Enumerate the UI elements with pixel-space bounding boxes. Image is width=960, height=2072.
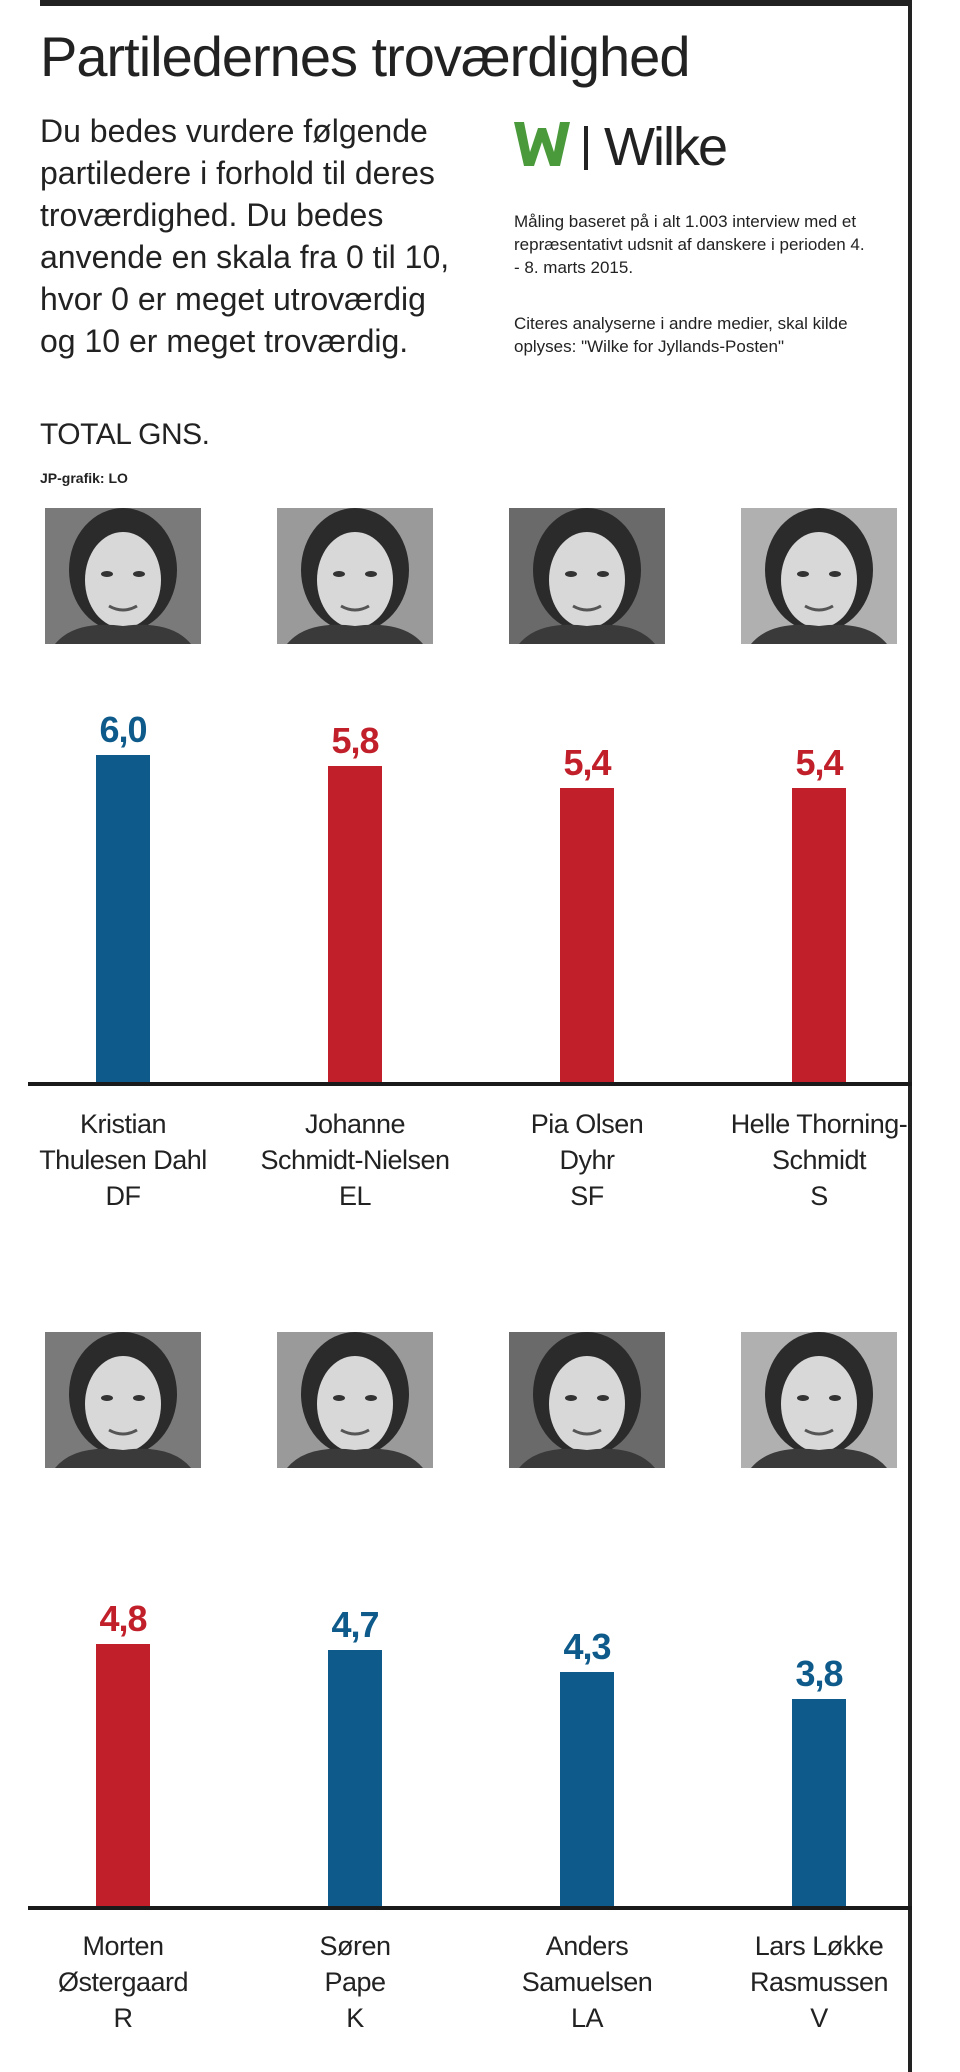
chart-baseline: [28, 1082, 912, 1086]
portrait-photo: [509, 1332, 665, 1468]
right-rule: [908, 0, 912, 2072]
total-label: TOTAL GNS.: [40, 418, 210, 451]
leader-name-line: Samuelsen: [521, 1967, 653, 1997]
leader-name-label: Anders Samuelsen LA: [471, 1928, 703, 2036]
bar: [560, 1671, 614, 1906]
leader-name-line: Schmidt: [771, 1145, 867, 1175]
graphic-credit: JP-grafik: LO: [40, 470, 128, 486]
portrait-photo: [741, 508, 897, 644]
portrait-photo: [45, 508, 201, 644]
party-letter: SF: [570, 1181, 604, 1211]
leader-name-line: Rasmussen: [749, 1967, 889, 1997]
bar-value-label: 4,3: [563, 1625, 611, 1667]
leader-name-line: Søren: [319, 1931, 391, 1961]
leader-name-label: Kristian Thulesen Dahl DF: [7, 1106, 239, 1214]
bar: [560, 787, 614, 1082]
portrait-photo: [277, 508, 433, 644]
chart-baseline: [28, 1906, 912, 1910]
leader-name-line: Kristian: [79, 1109, 167, 1139]
party-letter: EL: [338, 1181, 372, 1211]
leader-name-label: Morten Østergaard R: [7, 1928, 239, 2036]
leader-name-label: Pia Olsen Dyhr SF: [471, 1106, 703, 1214]
bar-value-label: 5,8: [331, 719, 379, 761]
bar-value-label: 5,4: [795, 741, 843, 783]
party-letter: LA: [570, 2003, 604, 2033]
bar-value-label: 5,4: [563, 741, 611, 783]
page-title: Partiledernes troværdighed: [40, 25, 690, 88]
leader-name-line: Helle Thorning-: [730, 1109, 908, 1139]
bar: [96, 1644, 150, 1906]
leader-name-line: Thulesen Dahl: [39, 1145, 207, 1175]
leader-name-line: Schmidt-Nielsen: [260, 1145, 450, 1175]
wilke-logo: Wilke: [512, 117, 772, 178]
leader-name-line: Pape: [324, 1967, 386, 1997]
citation-note: Citeres analyserne i andre medier, skal …: [514, 314, 848, 356]
bar: [96, 755, 150, 1082]
bar-value-label: 6,0: [99, 709, 147, 750]
leader-name-line: Østergaard: [57, 1967, 189, 1997]
portrait-photo: [741, 1332, 897, 1468]
party-letter: DF: [105, 1181, 142, 1211]
party-letter: R: [113, 2003, 134, 2033]
leader-name-line: Anders: [545, 1931, 629, 1961]
leader-name-label: Johanne Schmidt-Nielsen EL: [239, 1106, 471, 1214]
bar-value-label: 4,8: [99, 1598, 147, 1640]
bar: [328, 765, 382, 1082]
bar: [792, 1698, 846, 1906]
leader-name-line: Dyhr: [559, 1145, 615, 1175]
wilke-w-icon: [514, 122, 570, 166]
bar: [328, 1649, 382, 1906]
portrait-photo: [509, 508, 665, 644]
leader-name-line: Morten: [82, 1931, 164, 1961]
bar-value-label: 4,7: [331, 1603, 379, 1645]
bar: [792, 787, 846, 1082]
logo-divider: [584, 126, 588, 170]
leader-name-label: Helle Thorning- Schmidt S: [703, 1106, 935, 1214]
method-note: Måling baseret på i alt 1.003 interview …: [514, 212, 865, 277]
bar-value-label: 3,8: [795, 1652, 843, 1694]
leader-name-label: Søren Pape K: [239, 1928, 471, 2036]
leader-name-line: Johanne: [304, 1109, 406, 1139]
leader-name-line: Lars Løkke: [754, 1931, 884, 1961]
party-letter: K: [346, 2003, 364, 2033]
leader-name-line: Pia Olsen: [530, 1109, 644, 1139]
party-letter: S: [810, 1181, 828, 1211]
party-letter: V: [810, 2003, 828, 2033]
leader-name-label: Lars Løkke Rasmussen V: [703, 1928, 935, 2036]
top-rule: [40, 0, 912, 6]
logo-text: Wilke: [604, 117, 728, 177]
portrait-photo: [45, 1332, 201, 1468]
intro-text: Du bedes vurdere følgende partiledere i …: [40, 113, 450, 359]
portrait-photo: [277, 1332, 433, 1468]
